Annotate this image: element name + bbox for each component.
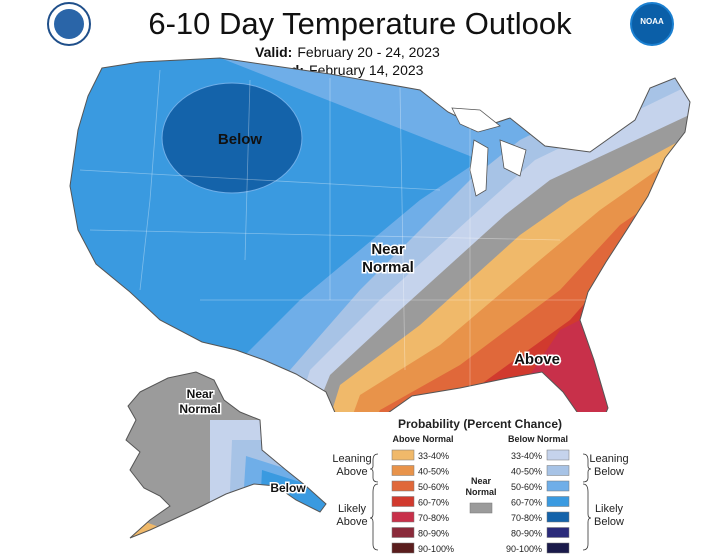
below-label-2: 50-60% [511, 482, 542, 492]
noaa-logo-icon: NOAA [630, 2, 674, 46]
label-below-ak: Below [270, 481, 306, 495]
legend-above-header: Above Normal [392, 434, 453, 444]
leaning-below-1: Leaning [589, 453, 628, 465]
map-title: 6-10 Day Temperature Outlook [148, 6, 572, 41]
commerce-seal-icon [47, 2, 91, 46]
brace-leaning-above [369, 453, 379, 483]
above-label-3: 60-70% [418, 498, 449, 508]
legend-background [328, 412, 630, 552]
below-label-4: 70-80% [511, 513, 542, 523]
below-label-6: 90-100% [506, 544, 542, 554]
below-swatch-group: 33-40% 40-50% 50-60% 60-70% 70-80% 80-90% 90-1… [506, 449, 570, 554]
lake-michigan [469, 139, 489, 197]
above-label-5: 80-90% [418, 529, 449, 539]
below-swatch-0 [546, 449, 570, 461]
near-normal-swatch [469, 502, 493, 514]
above-swatch-6 [391, 542, 415, 554]
brace-likely-below [582, 483, 592, 551]
alaska-outline [125, 371, 327, 539]
label-near-2: Normal [362, 259, 414, 276]
below-swatch-4 [546, 511, 570, 523]
label-near-ak-1: Near [187, 387, 214, 401]
above-label-6: 90-100% [418, 544, 454, 554]
below-swatch-6 [546, 542, 570, 554]
lake-superior [451, 107, 501, 133]
brace-likely-above [369, 483, 379, 551]
legend-below-header: Below Normal [508, 434, 568, 444]
issued-value: February 14, 2023 [309, 62, 424, 78]
below-label-5: 80-90% [511, 529, 542, 539]
alaska-probability-shading [126, 372, 326, 538]
likely-above-1: Likely [338, 503, 367, 515]
above-swatch-0 [391, 449, 415, 461]
label-near-1: Near [371, 241, 405, 258]
below-label-3: 60-70% [511, 498, 542, 508]
probability-legend: Probability (Percent Chance) Above Norma… [328, 412, 630, 554]
valid-value: February 20 - 24, 2023 [297, 44, 440, 60]
below-swatch-2 [546, 480, 570, 492]
legend-title: Probability (Percent Chance) [398, 417, 562, 431]
above-swatch-3 [391, 496, 415, 507]
likely-above-2: Above [336, 516, 367, 528]
above-swatch-5 [391, 527, 415, 538]
near-normal-label-1: Near [471, 476, 492, 486]
likely-below-1: Likely [595, 503, 624, 515]
state-boundaries [79, 69, 600, 390]
leaning-below-2: Below [594, 466, 624, 478]
valid-label: Valid: [255, 44, 293, 60]
label-near-ak-2: Normal [179, 402, 220, 416]
leaning-above-1: Leaning [332, 453, 371, 465]
above-label-4: 70-80% [418, 513, 449, 523]
label-above-conus: Above [514, 351, 560, 368]
brace-leaning-below [582, 453, 592, 483]
below-swatch-5 [546, 527, 570, 538]
lake-huron [499, 139, 527, 177]
above-label-2: 50-60% [418, 482, 449, 492]
likely-below-2: Below [594, 516, 624, 528]
above-swatch-1 [391, 465, 415, 476]
below-label-0: 33-40% [511, 451, 542, 461]
below-swatch-3 [546, 496, 570, 507]
above-swatch-group: 33-40% 40-50% 50-60% 60-70% 70-80% 80-90% 90-1… [391, 449, 454, 554]
valid-dates: Valid: February 20 - 24, 2023 [255, 44, 440, 60]
below-label-1: 40-50% [511, 467, 542, 477]
above-swatch-2 [391, 480, 415, 492]
above-label-1: 40-50% [418, 467, 449, 477]
above-swatch-4 [391, 511, 415, 523]
below-swatch-1 [546, 465, 570, 476]
leaning-above-2: Above [336, 466, 367, 478]
label-below-conus: Below [218, 131, 263, 148]
near-normal-label-2: Normal [465, 487, 496, 497]
above-label-0: 33-40% [418, 451, 449, 461]
